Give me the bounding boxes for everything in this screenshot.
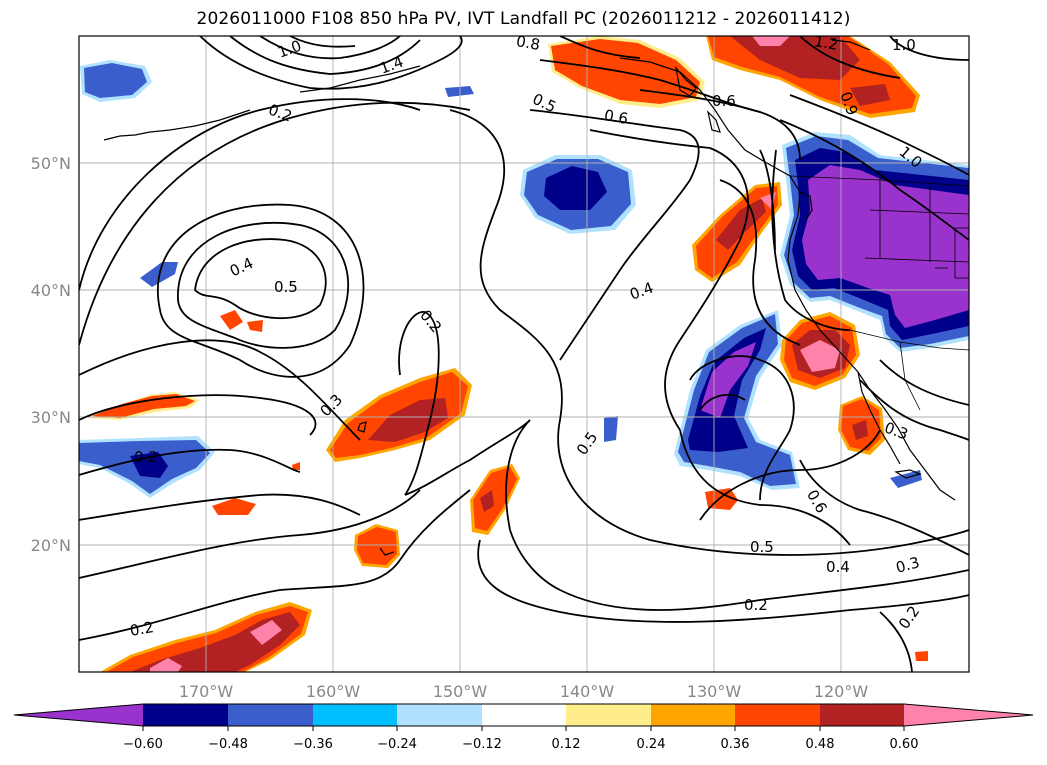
negative-anomaly-region: [890, 470, 922, 488]
colorbar-segment: [228, 704, 313, 726]
colorbar-segment: [397, 704, 482, 726]
contour-label: 0.5: [750, 538, 774, 556]
shaded-field: [79, 36, 969, 672]
colorbar-segment: [313, 704, 397, 726]
colorbar-tick: −0.12: [462, 737, 502, 752]
positive-anomaly-region: [250, 620, 282, 645]
contour-label: 0.4: [227, 254, 256, 280]
contour-label: 1.2: [813, 32, 840, 54]
colorbar-tick: −0.36: [293, 737, 333, 752]
colorbar-segment: [143, 704, 228, 726]
map-frame: [78, 35, 970, 673]
contour-label: 0.5: [274, 278, 298, 296]
lat-label: 40°N: [31, 281, 71, 300]
contour-label: 0.4: [627, 279, 656, 304]
colorbar-tick: −0.24: [377, 737, 417, 752]
contour-label: 0.4: [826, 558, 850, 576]
colorbar: −0.60 −0.48 −0.36 −0.24 −0.12 0.12 0.24 …: [13, 703, 1034, 752]
positive-anomaly-region: [247, 320, 263, 332]
colorbar-tick: 0.48: [806, 737, 835, 752]
negative-anomaly-region: [544, 166, 607, 210]
latitude-labels: 50°N 40°N 30°N 20°N: [31, 154, 71, 555]
colorbar-extend-min: [14, 704, 143, 726]
lat-label: 20°N: [31, 536, 71, 555]
contour-label: 0.2: [134, 448, 158, 466]
positive-anomaly-region: [480, 490, 494, 512]
lon-label: 120°W: [814, 682, 869, 701]
positive-anomaly-region: [752, 36, 790, 46]
positive-anomaly-region: [212, 498, 256, 515]
colorbar-segment: [482, 704, 566, 726]
colorbar-tick: 0.60: [890, 737, 919, 752]
lon-label: 160°W: [306, 682, 361, 701]
positive-anomaly-region: [800, 340, 840, 372]
colorbar-tick: 0.12: [552, 737, 581, 752]
positive-anomaly-region: [716, 198, 766, 250]
positive-anomaly-region: [292, 462, 300, 470]
negative-anomaly-region: [84, 63, 147, 98]
contour-label: 0.2: [128, 618, 155, 640]
lat-label: 50°N: [31, 154, 71, 173]
pv-contours: [79, 36, 969, 672]
lon-label: 150°W: [433, 682, 488, 701]
negative-anomaly-region: [604, 416, 618, 442]
colorbar-extend-max: [904, 704, 1033, 726]
contour-label: 0.3: [894, 553, 922, 577]
contour-label: 0.3: [316, 391, 346, 421]
lon-label: 130°W: [687, 682, 742, 701]
contour-label: 0.5: [573, 429, 601, 459]
longitude-labels: 170°W 160°W 150°W 140°W 130°W 120°W: [179, 682, 869, 701]
colorbar-segment: [820, 704, 904, 726]
positive-anomaly-region: [551, 39, 700, 104]
lon-label: 170°W: [179, 682, 234, 701]
positive-anomaly-region: [915, 651, 928, 661]
colorbar-segment: [651, 704, 735, 726]
colorbar-segment: [735, 704, 820, 726]
negative-anomaly-region: [802, 165, 969, 328]
contour-label: 0.6: [712, 92, 736, 110]
colorbar-tick: −0.48: [208, 737, 248, 752]
positive-anomaly-region: [130, 612, 300, 672]
map-title: 2026011000 F108 850 hPa PV, IVT Landfall…: [196, 9, 851, 29]
positive-anomaly-region: [850, 84, 890, 106]
contour-label: 0.2: [744, 596, 768, 614]
positive-anomaly-region: [220, 310, 243, 330]
contour-label: 0.6: [603, 106, 630, 128]
colorbar-tick: 0.36: [721, 737, 750, 752]
contour-label: 0.2: [416, 306, 445, 336]
positive-anomaly-region: [368, 398, 448, 442]
colorbar-tick: −0.60: [123, 737, 163, 752]
positive-anomaly-region: [357, 527, 397, 565]
contour-label: 0.2: [895, 603, 923, 633]
borders: [789, 175, 969, 411]
lon-label: 140°W: [560, 682, 615, 701]
positive-anomaly-region: [852, 420, 868, 440]
negative-anomaly-region: [445, 86, 474, 97]
colorbar-tick: 0.24: [637, 737, 666, 752]
contour-label: 1.0: [892, 36, 916, 54]
lat-label: 30°N: [31, 408, 71, 427]
positive-anomaly-region: [92, 394, 195, 418]
contour-label: 1.4: [377, 53, 406, 78]
map-plot-area: 1.0 1.4 0.8 1.2 1.0 0.2 0.5 0.6 0.6 0.9 …: [79, 32, 969, 672]
positive-anomaly-region: [150, 658, 182, 672]
contour-label: 0.8: [515, 32, 542, 54]
positive-anomaly-region: [730, 36, 860, 80]
colorbar-segment: [566, 704, 651, 726]
